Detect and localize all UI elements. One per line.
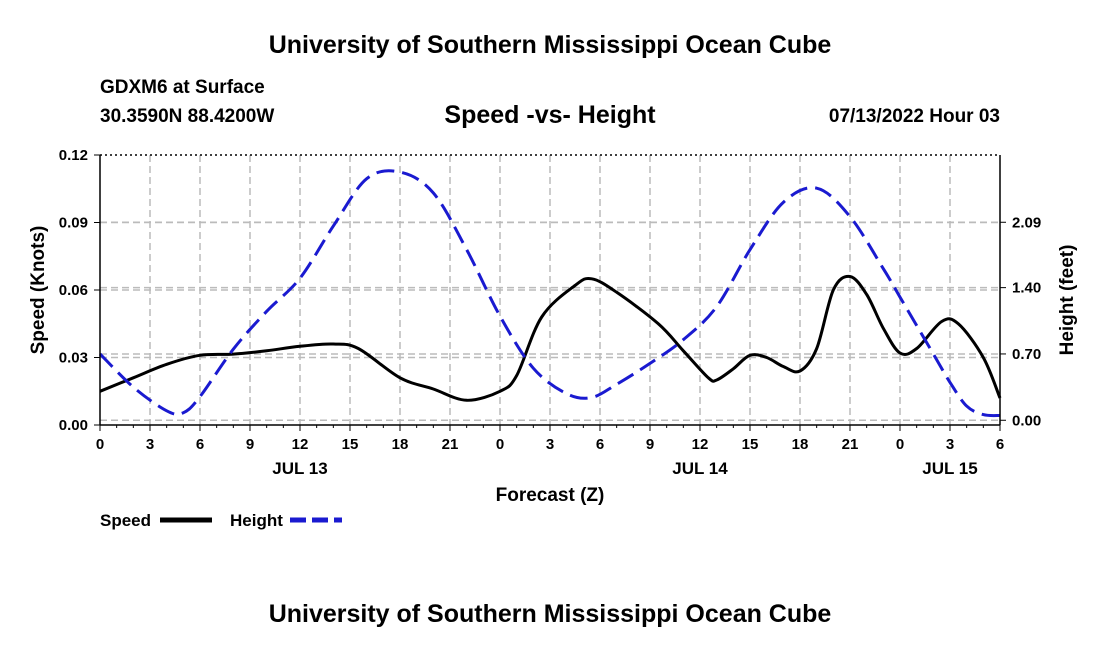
day-label: JUL 14 bbox=[672, 459, 728, 478]
y-left-tick-label: 0.06 bbox=[59, 282, 88, 299]
x-tick-label: 3 bbox=[946, 436, 954, 453]
y-right-tick-label: 0.70 bbox=[1012, 346, 1041, 363]
y-left-tick-label: 0.00 bbox=[59, 417, 88, 434]
y-right-tick-label: 0.00 bbox=[1012, 412, 1041, 429]
y-left-axis-title: Speed (Knots) bbox=[28, 226, 49, 355]
x-tick-label: 0 bbox=[96, 436, 104, 453]
y-right-tick-label: 1.40 bbox=[1012, 280, 1041, 297]
x-tick-label: 6 bbox=[596, 436, 604, 453]
model-label: GDXM6 at Surface bbox=[100, 77, 265, 98]
height-series-line bbox=[98, 169, 1001, 418]
legend-speed-label: Speed bbox=[100, 511, 151, 530]
y-right-axis-title: Height (feet) bbox=[1057, 245, 1078, 356]
x-tick-label: 21 bbox=[442, 436, 459, 453]
x-tick-label: 3 bbox=[146, 436, 154, 453]
coordinates-label: 30.3590N 88.4200W bbox=[100, 106, 275, 127]
x-tick-label: 18 bbox=[392, 436, 409, 453]
x-tick-label: 0 bbox=[896, 436, 904, 453]
legend-height-label: Height bbox=[230, 511, 283, 530]
y-left-tick-label: 0.03 bbox=[59, 350, 88, 367]
main-title: University of Southern Mississippi Ocean… bbox=[268, 31, 832, 59]
x-tick-label: 12 bbox=[292, 436, 309, 453]
x-tick-label: 21 bbox=[842, 436, 859, 453]
x-tick-label: 15 bbox=[742, 436, 759, 453]
x-tick-label: 9 bbox=[646, 436, 654, 453]
y-left-tick-label: 0.12 bbox=[59, 147, 88, 164]
y-right-tick-label: 2.09 bbox=[1012, 214, 1041, 231]
forecast-date-label: 07/13/2022 Hour 03 bbox=[828, 106, 1000, 127]
speed-series-line bbox=[99, 274, 1002, 402]
x-tick-label: 6 bbox=[996, 436, 1004, 453]
footer-title: University of Southern Mississippi Ocean… bbox=[268, 600, 832, 628]
day-label: JUL 13 bbox=[272, 459, 327, 478]
x-tick-label: 15 bbox=[342, 436, 359, 453]
x-tick-label: 18 bbox=[792, 436, 809, 453]
x-axis-title: Forecast (Z) bbox=[496, 485, 605, 506]
x-tick-label: 12 bbox=[692, 436, 709, 453]
day-label: JUL 15 bbox=[922, 459, 977, 478]
x-tick-label: 9 bbox=[246, 436, 254, 453]
x-tick-label: 3 bbox=[546, 436, 554, 453]
y-left-tick-label: 0.09 bbox=[59, 215, 88, 232]
x-tick-label: 0 bbox=[496, 436, 504, 453]
chart-title: Speed -vs- Height bbox=[444, 101, 656, 129]
x-tick-label: 6 bbox=[196, 436, 204, 453]
